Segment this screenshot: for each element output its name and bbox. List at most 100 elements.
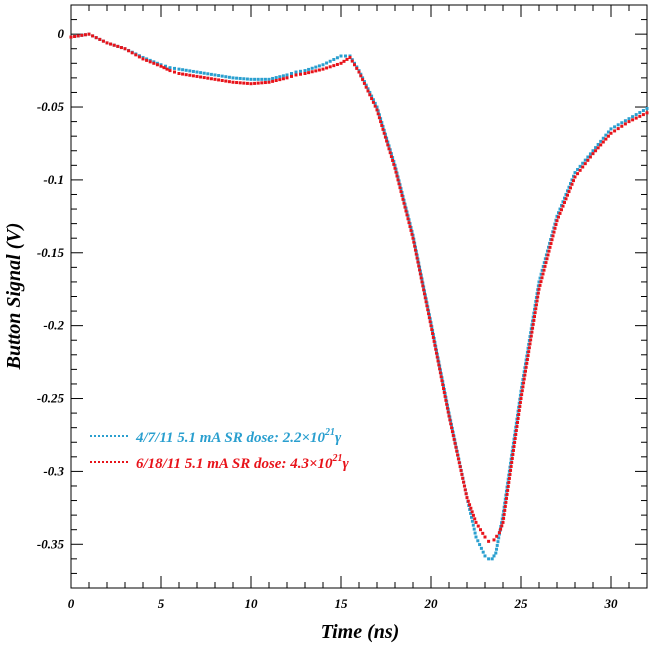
data-point [403,205,407,209]
data-point [396,178,400,182]
plot-frame [70,4,648,589]
data-point [423,296,427,300]
data-point [427,312,431,316]
data-point [371,100,375,104]
data-point [359,74,363,78]
data-point [375,108,379,112]
data-point [373,101,377,105]
data-point [431,332,435,336]
data-point [511,452,515,456]
data-point [353,63,356,67]
data-point [422,288,426,292]
data-point [516,421,520,424]
data-point [409,228,413,232]
data-point [534,303,538,307]
data-point [278,75,282,79]
data-point [105,41,109,45]
x-tick-label: 25 [514,596,529,611]
data-point [536,291,540,295]
data-point [294,73,298,77]
data-point [256,77,260,81]
data-point [581,165,585,169]
data-point [549,242,553,246]
data-point [518,401,522,405]
data-point [368,93,372,97]
data-point [456,453,460,457]
data-point [496,540,500,544]
data-point [274,79,278,82]
data-point [408,225,412,229]
data-point [271,79,275,83]
data-point [545,249,549,253]
data-point [416,260,420,264]
data-point [310,70,314,74]
data-point [596,146,600,150]
data-point [379,120,383,124]
data-point [465,496,469,500]
data-point [231,80,235,84]
data-point [504,496,508,500]
data-point [242,81,246,85]
data-point [591,152,595,156]
data-point [321,67,325,71]
data-point [224,75,228,79]
y-tick-label: -0.35 [37,536,65,551]
data-point [438,367,442,371]
data-point [195,70,199,74]
data-point [564,197,568,201]
data-point [457,461,461,465]
data-point [406,217,410,221]
data-point [514,429,518,432]
data-point [470,515,473,519]
data-point [539,272,543,276]
data-point [217,78,221,82]
data-point [345,57,349,61]
data-point [550,238,554,242]
data-point [184,68,188,72]
y-tick-label: -0.15 [37,245,65,260]
data-point [359,72,363,76]
data-point [609,131,613,135]
data-point [497,531,501,535]
data-point [506,484,510,488]
data-point [537,287,541,291]
data-point [476,524,480,528]
data-point [545,257,549,261]
x-axis-title: Time (ns) [321,621,400,643]
data-point [569,186,572,190]
data-point [453,441,457,445]
data-point [413,248,417,252]
data-point [438,371,442,375]
data-point [471,513,475,517]
data-point [454,445,458,449]
data-point [502,516,506,520]
data-point [537,280,541,284]
data-point [91,34,95,38]
data-point [421,284,425,288]
x-tick-label: 15 [335,596,349,611]
data-point [227,80,231,84]
data-point [165,67,169,71]
data-point [638,111,642,115]
data-point [206,72,210,76]
data-point [631,115,635,119]
data-point [130,51,134,55]
data-point [513,440,517,444]
data-point [177,72,181,75]
data-point [361,76,365,80]
x-tick-label: 30 [604,596,619,611]
data-point [516,417,520,421]
data-point [388,151,392,155]
data-point [191,74,195,78]
data-point [520,393,524,397]
data-point [451,433,455,437]
data-point [152,61,156,65]
data-point [494,551,498,555]
data-point [474,520,478,524]
data-point [510,460,514,464]
data-point [500,524,504,528]
data-point [599,143,603,147]
data-point [410,232,414,236]
series-layer [69,32,649,561]
data-point [281,77,285,81]
